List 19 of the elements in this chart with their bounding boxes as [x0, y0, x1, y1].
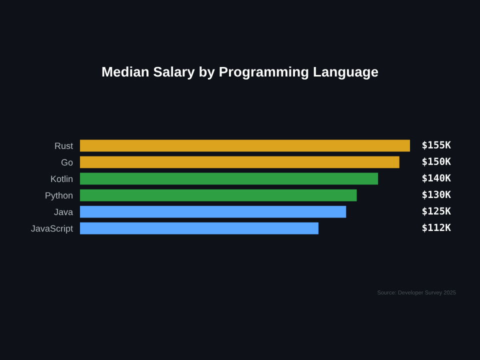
- bar: [80, 140, 410, 152]
- bar: [80, 156, 400, 168]
- bar: [80, 172, 378, 185]
- y-tick-label: JavaScript: [31, 225, 73, 234]
- data-label: $140K: [422, 174, 451, 183]
- data-label: $150K: [422, 158, 451, 166]
- bar: [80, 189, 357, 202]
- chart-title: Median Salary by Programming Language: [102, 66, 378, 80]
- data-label: $130K: [422, 190, 451, 200]
- bar: [80, 206, 346, 218]
- y-tick-label: Java: [54, 208, 74, 216]
- bar: [80, 222, 318, 234]
- data-label: $125K: [422, 207, 451, 216]
- y-tick-label: Rust: [55, 142, 73, 150]
- y-tick-label: Python: [46, 192, 72, 200]
- data-label: $112K: [422, 224, 451, 232]
- data-label: $155K: [422, 140, 451, 150]
- y-tick-label: Kotlin: [51, 175, 72, 182]
- y-tick-label: Go: [61, 159, 73, 166]
